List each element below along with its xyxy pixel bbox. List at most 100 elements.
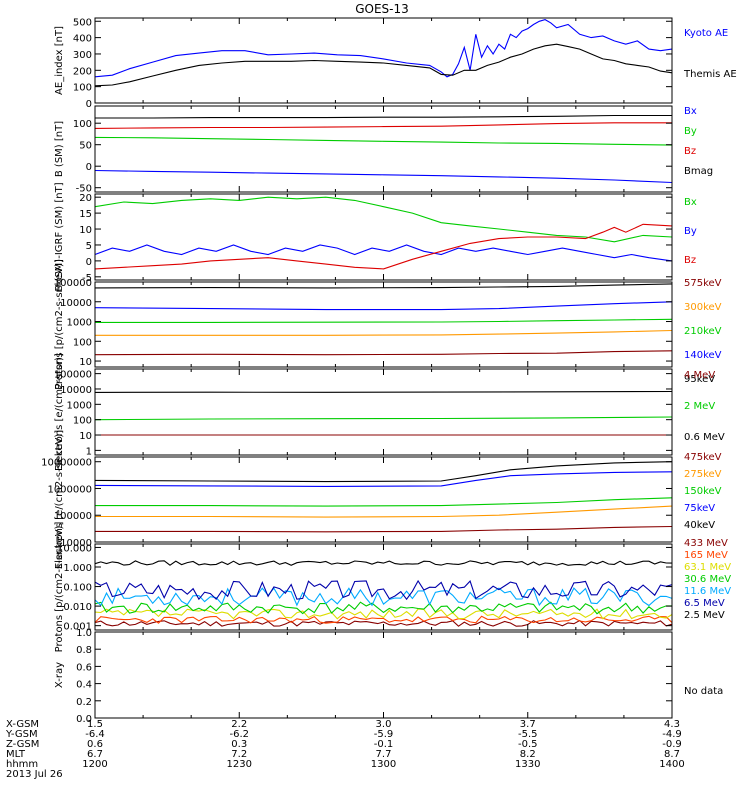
series-line-140kev	[94, 301, 673, 311]
y-tick-label: 0	[86, 99, 92, 110]
y-tick-label: 100	[73, 83, 92, 94]
y-tick-label: 10	[79, 225, 92, 236]
y-tick-label: 0.0	[76, 714, 92, 725]
series-line-30-6-mev	[94, 601, 672, 615]
panel-frame	[94, 17, 673, 104]
y-tick-label: 1	[86, 446, 92, 457]
x-axis-value: 4.3	[664, 719, 680, 730]
y-axis-label: AE_index [nT]	[54, 26, 65, 95]
series-line-bmag	[95, 114, 672, 119]
legend-label: By	[684, 126, 697, 137]
series-line-by	[94, 244, 673, 262]
y-tick-label: 0.8	[76, 645, 92, 656]
legend-label: 75keV	[684, 503, 715, 514]
y-tick-label: 10	[79, 431, 92, 442]
panel-frame	[94, 631, 673, 719]
series-line-150kev	[95, 497, 673, 507]
legend-label: 6.5 MeV	[684, 598, 725, 609]
x-axis-value: 0.6	[87, 739, 103, 750]
legend-label: Bz	[684, 255, 696, 266]
legend-label: 2.5 MeV	[684, 610, 725, 621]
x-axis-row-label: Y-GSM	[5, 729, 38, 740]
y-tick-label: 0.4	[76, 680, 92, 691]
x-axis-row-label: hhmm	[6, 759, 38, 770]
y-tick-label: 0	[86, 162, 92, 173]
y-tick-label: 1000	[67, 318, 92, 329]
legend-label: 63.1 MeV	[684, 562, 731, 573]
x-axis-value: 7.7	[376, 749, 392, 760]
legend-label: 2 MeV	[684, 401, 715, 412]
legend-label: 150keV	[684, 486, 722, 497]
x-axis-value: -4.9	[662, 729, 682, 740]
legend-label: 575keV	[684, 278, 722, 289]
legend-label: Bx	[684, 106, 697, 117]
x-axis-value: 3.7	[520, 719, 536, 730]
y-axis-label: Electrons [e/(cm2-s-sr-keV)]	[54, 430, 65, 569]
y-tick-label: 10000	[60, 298, 92, 309]
y-tick-label: 10000	[60, 538, 92, 549]
y-tick-label: 200	[73, 66, 92, 77]
series-line-bz	[94, 122, 672, 129]
series-line-433-mev	[94, 619, 673, 627]
x-axis-value: -0.9	[662, 739, 682, 750]
series-line-bx	[94, 169, 673, 184]
legend-label: 40keV	[684, 520, 715, 531]
legend-label: 0.6 MeV	[684, 432, 725, 443]
y-tick-label: 10.000	[57, 543, 92, 554]
series-line-2-mev	[94, 416, 673, 421]
y-axis-label: X-ray	[54, 662, 65, 688]
y-tick-label: 100000	[54, 511, 92, 522]
series-line-275kev	[95, 505, 673, 518]
x-axis-value: 3.0	[376, 719, 392, 730]
y-tick-label: 100	[73, 337, 92, 348]
legend-label: 4 MeV	[684, 370, 715, 381]
legend-label: 11.6 MeV	[684, 586, 731, 597]
series-line-bz	[94, 223, 673, 270]
series-line-6-5-mev	[94, 579, 673, 601]
legend-label: By	[684, 226, 697, 237]
series-line-165-mev	[94, 615, 673, 624]
y-tick-label: 100000	[54, 278, 92, 289]
y-tick-label: -5	[82, 273, 92, 284]
series-line-575kev	[94, 350, 673, 356]
panel-1: Kyoto AE Themis AE 0 100 200 300 400 500 AE_inde…	[54, 17, 737, 110]
series-line-40kev	[94, 461, 673, 483]
y-tick-label: 1.0	[76, 628, 92, 639]
panel-8: No data 0.0 0.2 0.4 0.6 0.8 1.0 X-ray	[54, 628, 723, 725]
series-line-210kev	[95, 318, 673, 323]
y-tick-label: 0	[86, 257, 92, 268]
panel-5: 4 MeV 2 MeV 0.6 MeV 1 10 100 1000 10000 100000El…	[54, 353, 725, 471]
y-axis-label: B (SM) [nT]	[54, 121, 65, 177]
legend-label: 475keV	[684, 452, 722, 463]
x-axis-value: 6.7	[87, 749, 103, 760]
series-line-475kev	[95, 525, 673, 533]
series-line-95kev	[94, 283, 673, 289]
x-axis-value: 1400	[659, 759, 684, 770]
legend-label: 275keV	[684, 469, 722, 480]
legend-label: No data	[684, 686, 723, 697]
legend-label: 95keV	[684, 374, 715, 385]
y-tick-label: 100	[73, 119, 92, 130]
x-axis-value: 1200	[82, 759, 107, 770]
y-tick-label: 0.6	[76, 662, 92, 673]
legend-label: 210keV	[684, 326, 722, 337]
series-line-bx	[94, 196, 673, 243]
panel-2: Bx By Bz Bmag -50 0 50 100 B (SM) [nT]	[54, 105, 713, 195]
x-axis-value: -0.5	[518, 739, 538, 750]
legend-label: 165 MeV	[684, 550, 728, 561]
series-line-75kev	[94, 471, 673, 487]
legend-label: 300keV	[684, 302, 722, 313]
panel-frame	[94, 368, 673, 456]
x-axis-row-label: X-GSM	[6, 719, 39, 730]
series-line-63-1-mev	[94, 608, 673, 620]
series-line-kyoto-ae	[94, 19, 673, 78]
legend-label: Bmag	[684, 166, 713, 177]
y-tick-label: 10	[79, 357, 92, 368]
series-line-themis-ae	[94, 43, 673, 87]
legend-label: Bz	[684, 146, 696, 157]
x-axis-row-label: MLT	[6, 749, 26, 760]
